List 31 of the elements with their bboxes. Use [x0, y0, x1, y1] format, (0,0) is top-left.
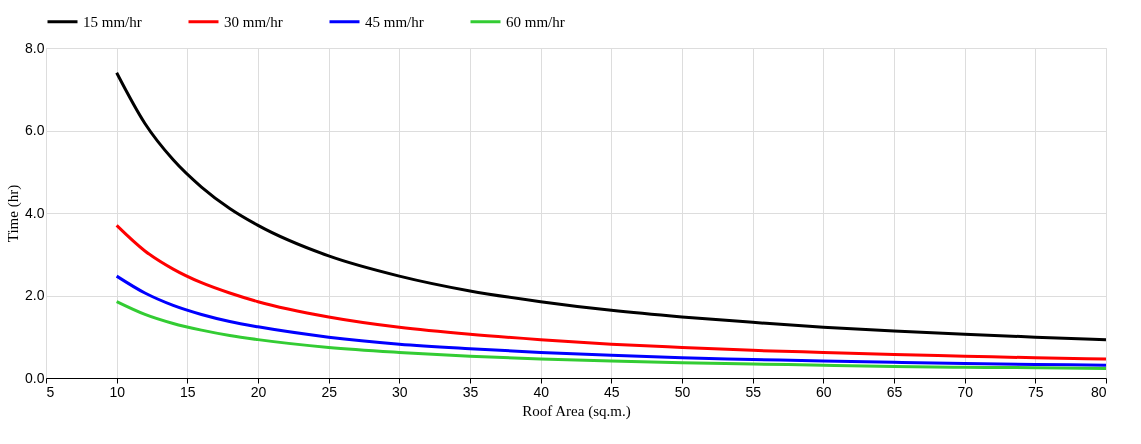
legend-label: 45 mm/hr — [365, 13, 424, 30]
line-series — [115, 300, 1108, 371]
legend-label: 60 mm/hr — [506, 13, 565, 30]
x-tick-label: 50 — [674, 383, 691, 400]
x-tick-label: 55 — [745, 383, 762, 400]
x-tick-label: 40 — [533, 383, 550, 400]
x-tick-label: 35 — [462, 383, 479, 400]
y-tick-label: 4.0 — [25, 204, 45, 221]
line-series — [115, 71, 1108, 342]
x-tick-label: 60 — [816, 383, 832, 400]
x-tick-label: 30 — [392, 383, 408, 400]
x-tick-label: 70 — [957, 383, 974, 400]
x-tick-label: 15 — [180, 383, 196, 400]
y-tick-label: 0.0 — [25, 369, 45, 386]
y-tick-label: 6.0 — [25, 122, 45, 138]
x-tick-label: 80 — [1090, 383, 1107, 400]
x-tick-label: 45 — [604, 383, 620, 400]
x-tick-label: 25 — [321, 383, 338, 400]
x-tick-label: 20 — [250, 383, 267, 400]
x-tick-label: 75 — [1028, 383, 1044, 400]
x-tick-label: 5 — [46, 383, 55, 400]
legend-label: 30 mm/hr — [224, 13, 283, 30]
legend-label: 15 mm/hr — [83, 13, 142, 30]
y-axis-title: Time (hr) — [5, 184, 23, 243]
x-axis-title: Roof Area (sq.m.) — [522, 402, 631, 420]
y-tick-label: 2.0 — [25, 287, 45, 303]
y-tick-label: 8.0 — [25, 39, 45, 56]
x-tick-label: 65 — [886, 383, 903, 400]
line-series — [115, 274, 1108, 367]
line-series — [115, 223, 1108, 361]
x-tick-label: 10 — [109, 383, 126, 400]
